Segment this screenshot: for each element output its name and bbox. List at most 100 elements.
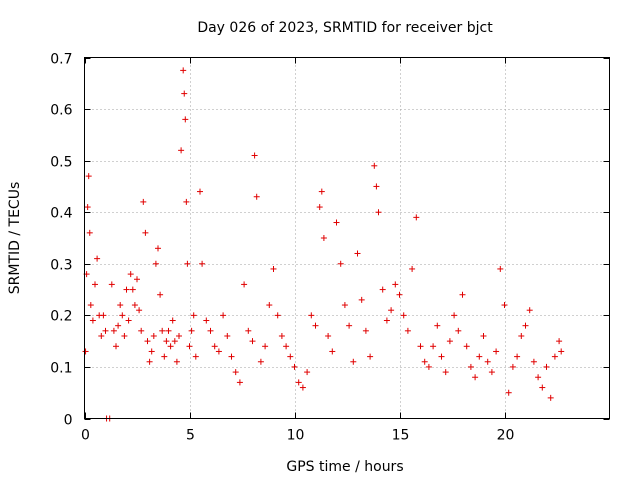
data-point — [140, 198, 147, 205]
data-point — [484, 358, 491, 365]
data-point — [392, 281, 399, 288]
data-point — [215, 348, 222, 355]
data-point — [318, 188, 325, 195]
data-point — [127, 271, 134, 278]
data-point — [87, 302, 94, 309]
y-tick-label: 0.5 — [50, 155, 72, 171]
data-point — [142, 229, 149, 236]
data-point — [425, 363, 432, 370]
data-point — [146, 358, 153, 365]
data-point — [358, 296, 365, 303]
data-point — [167, 343, 174, 350]
data-point — [320, 235, 327, 241]
data-point — [497, 265, 504, 272]
data-point — [518, 332, 525, 339]
data-point — [329, 348, 336, 355]
data-point — [110, 327, 117, 334]
data-point — [501, 302, 508, 309]
data-point — [312, 322, 319, 329]
data-point — [438, 353, 445, 360]
data-point — [136, 307, 143, 314]
data-points — [82, 67, 565, 422]
data-point — [100, 312, 107, 319]
data-point — [182, 116, 189, 123]
data-point — [180, 67, 187, 74]
data-point — [278, 332, 285, 339]
data-point — [165, 327, 172, 334]
data-point — [543, 363, 550, 370]
data-point — [455, 327, 462, 334]
data-point — [522, 322, 529, 329]
data-point — [224, 332, 231, 339]
data-point — [86, 229, 93, 236]
data-point — [283, 343, 290, 350]
data-point — [396, 291, 403, 298]
data-point — [379, 286, 386, 293]
data-point — [413, 214, 420, 221]
data-point — [417, 343, 424, 350]
axis-ticks: 0 0.1 0.2 0.3 0.4 0.5 0.6 0.7 0 5 10 15 20 — [50, 52, 610, 444]
data-point — [115, 322, 122, 329]
data-point — [556, 338, 563, 345]
x-tick-label: 0 — [81, 428, 90, 444]
data-point — [404, 327, 411, 334]
data-point — [171, 338, 178, 345]
data-point — [144, 338, 151, 345]
data-point — [530, 358, 537, 365]
y-tick-label: 0 — [64, 413, 73, 429]
data-point — [451, 312, 458, 319]
data-point — [138, 327, 145, 334]
x-tick-label: 5 — [186, 428, 195, 444]
data-point — [155, 245, 161, 252]
data-point — [367, 353, 374, 360]
data-point — [98, 332, 105, 339]
data-point — [150, 332, 157, 339]
data-point — [113, 343, 119, 350]
data-point — [228, 353, 235, 360]
data-point — [266, 302, 273, 309]
data-point — [123, 286, 130, 293]
data-point — [383, 317, 390, 324]
data-point — [220, 312, 227, 319]
data-point — [188, 327, 195, 334]
x-tick-label: 15 — [392, 428, 410, 444]
data-point — [94, 255, 101, 262]
data-point — [232, 369, 239, 376]
data-point — [125, 317, 132, 324]
data-point — [333, 219, 340, 226]
data-point — [190, 312, 197, 319]
data-point — [539, 384, 546, 391]
data-point — [199, 260, 206, 267]
data-point — [558, 348, 565, 355]
data-point — [493, 348, 500, 355]
data-point — [287, 353, 294, 360]
data-point — [148, 348, 155, 355]
data-point — [119, 312, 126, 319]
y-tick-label: 0.1 — [50, 361, 72, 377]
x-tick-label: 20 — [497, 428, 515, 444]
data-point — [446, 338, 453, 345]
data-point — [257, 358, 264, 365]
data-point — [270, 265, 277, 272]
data-point — [350, 358, 357, 365]
data-point — [509, 363, 516, 370]
data-point — [197, 188, 203, 195]
data-point — [375, 209, 382, 216]
data-point — [476, 353, 483, 360]
data-point — [159, 327, 166, 334]
data-point — [207, 327, 214, 334]
y-tick-label: 0.7 — [50, 52, 72, 68]
data-point — [299, 384, 306, 391]
data-point — [535, 374, 542, 381]
data-point — [409, 265, 416, 272]
data-point — [308, 312, 315, 319]
data-point — [134, 276, 140, 283]
y-tick-label: 0.4 — [50, 206, 72, 222]
data-point — [85, 173, 92, 180]
data-point — [354, 250, 361, 257]
grid-lines — [84, 57, 610, 419]
data-point — [325, 332, 332, 339]
data-point — [186, 343, 193, 350]
data-point — [108, 281, 115, 288]
